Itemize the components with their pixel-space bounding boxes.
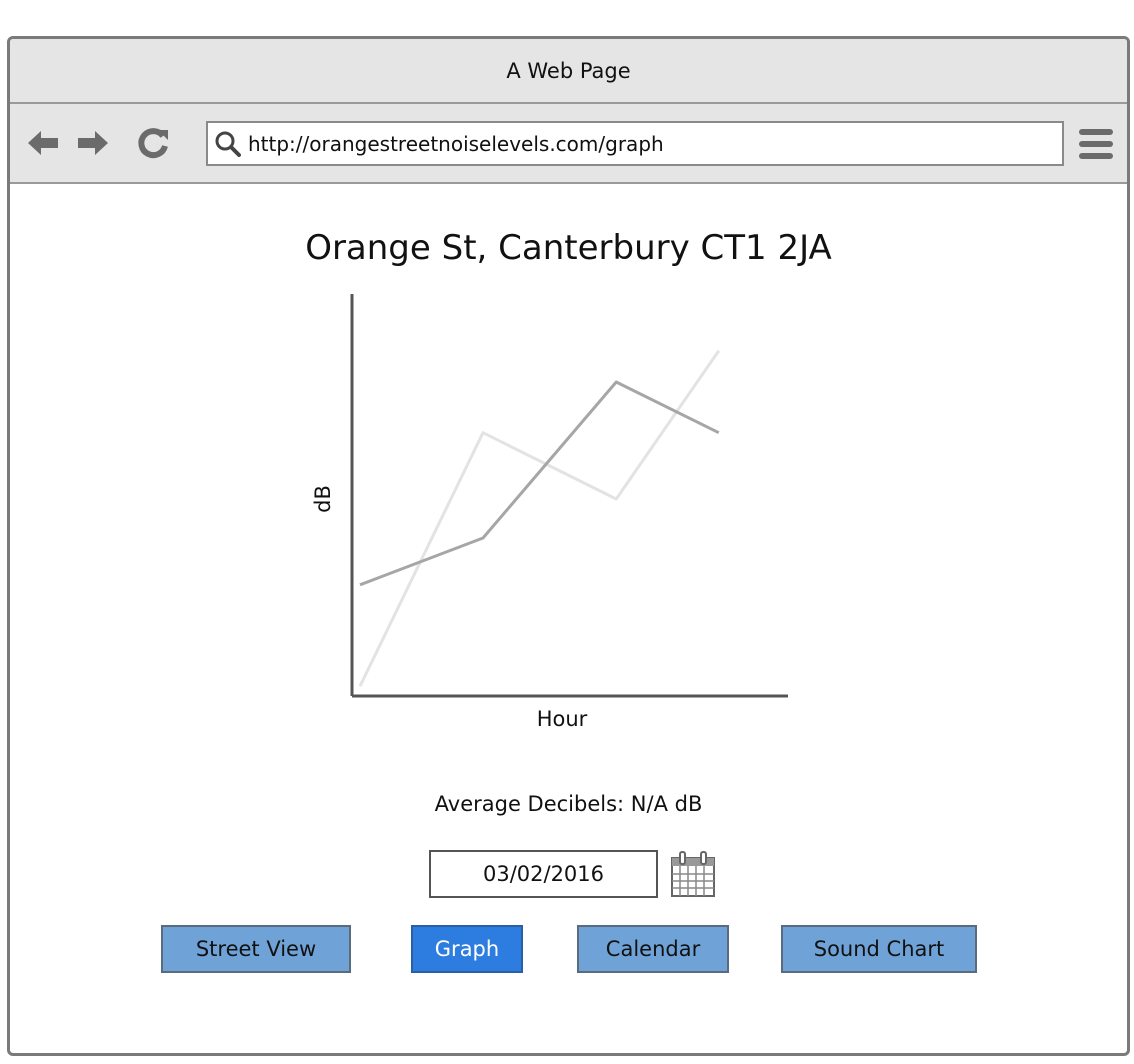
series-layer	[358, 349, 720, 687]
series-line-2	[358, 349, 720, 687]
calendar-icon[interactable]	[670, 850, 716, 898]
average-decibels: Average Decibels: N/A dB	[434, 792, 703, 816]
browser-toolbar	[10, 104, 1127, 184]
window-title: A Web Page	[506, 58, 631, 83]
browser-window: A Web Page	[7, 36, 1130, 1056]
noise-line-chart: dB Hour	[311, 294, 788, 731]
graph-button[interactable]: Graph	[411, 925, 523, 973]
date-input[interactable]	[429, 850, 658, 898]
url-input[interactable]	[248, 131, 1062, 156]
x-axis-label: Hour	[537, 707, 588, 731]
menu-icon[interactable]	[1077, 126, 1115, 162]
reload-icon[interactable]	[134, 124, 172, 162]
forward-arrow-icon[interactable]	[74, 124, 112, 162]
sound-chart-button[interactable]: Sound Chart	[781, 925, 977, 973]
calendar-button[interactable]: Calendar	[577, 925, 729, 973]
street-view-button[interactable]: Street View	[161, 925, 351, 973]
series-line-1	[359, 380, 720, 587]
window-titlebar: A Web Page	[10, 39, 1127, 104]
back-arrow-icon[interactable]	[24, 124, 62, 162]
search-icon	[208, 124, 248, 164]
address-bar[interactable]	[206, 121, 1064, 166]
page-content: Orange St, Canterbury CT1 2JA dB Hour Av…	[10, 184, 1127, 1053]
page-title: Orange St, Canterbury CT1 2JA	[305, 228, 832, 268]
y-axis-label: dB	[311, 485, 335, 513]
